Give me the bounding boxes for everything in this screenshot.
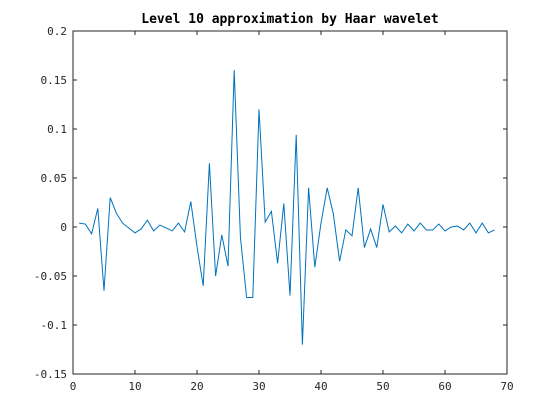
- y-tick-label: 0: [60, 221, 67, 234]
- x-tick-label: 10: [128, 380, 141, 393]
- y-tick-label: -0.15: [34, 368, 67, 381]
- y-tick-label: -0.05: [34, 270, 67, 283]
- y-tick-label: 0.05: [41, 172, 68, 185]
- axis-ticks: 0 10 20 30 40 50 60 70 -0.15 -0.1 -0.05 0 0.05 0.1 0.1…: [34, 25, 514, 393]
- plot-area: [72, 30, 508, 375]
- x-tick-label: 20: [190, 380, 203, 393]
- x-tick-label: 40: [314, 380, 327, 393]
- x-tick-label: 60: [438, 380, 451, 393]
- series-line: [79, 70, 495, 345]
- x-tick-label: 50: [376, 380, 389, 393]
- y-tick-label: 0.1: [47, 123, 67, 136]
- y-tick-label: 0.2: [47, 25, 67, 38]
- chart-title: Level 10 approximation by Haar wavelet: [141, 12, 438, 27]
- y-tick-label: 0.15: [41, 74, 68, 87]
- x-tick-label: 0: [70, 380, 77, 393]
- y-tick-label: -0.1: [41, 319, 68, 332]
- x-tick-label: 70: [500, 380, 513, 393]
- x-tick-label: 30: [252, 380, 265, 393]
